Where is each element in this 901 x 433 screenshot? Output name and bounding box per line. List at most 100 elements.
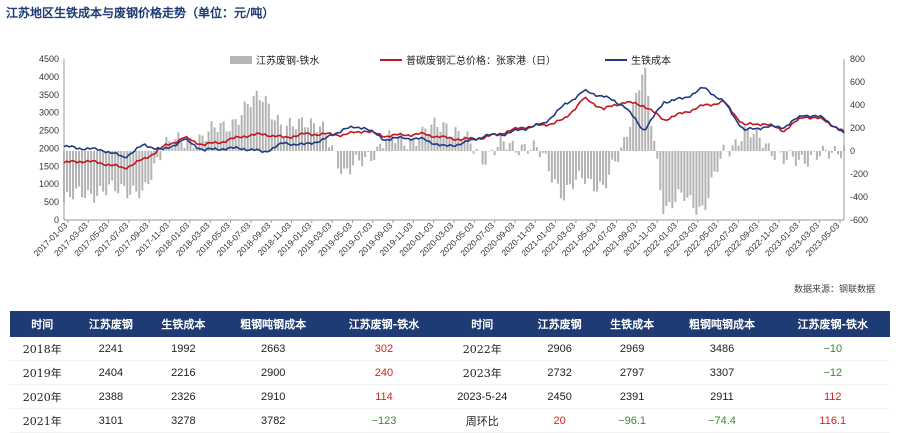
spread-bar — [813, 151, 815, 152]
cell: 1992 — [147, 337, 220, 361]
spread-bar — [355, 151, 357, 155]
spread-bar — [168, 141, 170, 151]
spread-bar — [780, 151, 782, 152]
spread-bar — [211, 121, 213, 151]
spread-bar — [373, 151, 375, 160]
spread-bar — [695, 151, 697, 215]
spread-bar — [340, 151, 342, 174]
spread-bar — [171, 148, 173, 151]
spread-bar — [608, 151, 610, 175]
spread-bar — [241, 115, 243, 151]
cell: −96.1 — [596, 409, 669, 433]
spread-bar — [268, 104, 270, 151]
spread-bar — [548, 151, 550, 171]
spread-bar — [533, 140, 535, 151]
spread-bar — [217, 132, 219, 151]
spread-bar — [370, 151, 372, 161]
spread-bar — [159, 151, 161, 160]
spread-bar — [605, 151, 607, 188]
spread-bar — [90, 151, 92, 194]
spread-bar — [102, 151, 104, 192]
spread-bar — [816, 151, 818, 160]
spread-bar — [822, 146, 824, 151]
spread-bar — [295, 129, 297, 151]
spread-bar — [494, 151, 496, 155]
spread-bar — [665, 151, 667, 206]
spread-bar — [789, 150, 791, 151]
spread-bar — [349, 151, 351, 174]
spread-bar — [256, 91, 258, 151]
spread-bar — [352, 151, 354, 165]
y-left-tick-label: 500 — [44, 197, 59, 207]
spread-bar — [343, 151, 345, 168]
spread-bar — [819, 151, 821, 156]
cell: 240 — [327, 361, 441, 385]
y-right-tick-label: -200 — [850, 169, 868, 179]
spread-bar — [843, 146, 845, 151]
cell: −123 — [327, 409, 441, 433]
spread-bar — [406, 149, 408, 151]
spread-bar — [614, 151, 616, 161]
spread-bar — [518, 151, 520, 155]
spread-bar — [180, 142, 182, 151]
spread-bar — [831, 151, 833, 153]
spread-bar — [250, 107, 252, 151]
cell: 2018年 — [10, 337, 75, 361]
spread-bar — [458, 131, 460, 151]
spread-bar — [599, 151, 601, 182]
spread-bar — [590, 151, 592, 179]
spread-bar — [629, 127, 631, 151]
spread-bar — [87, 151, 89, 190]
spread-bar — [644, 68, 646, 151]
cell: 2022年 — [441, 337, 523, 361]
spread-bar — [617, 151, 619, 162]
spread-bar — [581, 151, 583, 178]
cell: 3101 — [75, 409, 148, 433]
scrap-price-line — [64, 97, 844, 168]
spread-bar — [247, 104, 249, 151]
spread-bar — [698, 151, 700, 207]
cell: 2732 — [523, 361, 596, 385]
spread-bar — [427, 134, 429, 151]
spread-bar — [641, 75, 643, 151]
y-left-tick-label: 1000 — [39, 179, 59, 189]
spread-bar — [828, 151, 830, 159]
cell: 2911 — [668, 385, 775, 409]
cell: 2019年 — [10, 361, 75, 385]
summary-table: 时间 江苏废钢 生铁成本 粗钢吨钢成本 江苏废钢-铁水 时间 江苏废钢 生铁成本… — [10, 311, 890, 433]
spread-bar — [566, 151, 568, 185]
y-right-tick-label: 400 — [850, 100, 865, 110]
spread-bar — [569, 151, 571, 184]
spread-bar — [500, 136, 502, 151]
th-crude-1: 粗钢吨钢成本 — [220, 311, 327, 337]
spread-bar — [141, 151, 143, 190]
cell: 2216 — [147, 361, 220, 385]
cell: 20 — [523, 409, 596, 433]
cell: 2906 — [523, 337, 596, 361]
spread-bar — [626, 137, 628, 151]
spread-bar — [792, 151, 794, 157]
data-source: 数据来源：钢联数据 — [794, 282, 875, 295]
spread-bar — [717, 151, 719, 172]
spread-bar — [286, 126, 288, 151]
spread-bar — [72, 151, 74, 199]
spread-bar — [759, 138, 761, 151]
spread-bar — [476, 149, 478, 151]
cell: 2388 — [75, 385, 148, 409]
spread-bar — [674, 151, 676, 202]
spread-bar — [738, 146, 740, 151]
cell: 3278 — [147, 409, 220, 433]
spread-bar — [704, 151, 706, 210]
spread-bar — [497, 147, 499, 151]
spread-bar — [774, 151, 776, 160]
spread-bar — [723, 145, 725, 151]
spread-bar — [491, 150, 493, 151]
spread-bar — [361, 151, 363, 166]
y-left-tick-label: 2000 — [39, 143, 59, 153]
spread-bar — [482, 151, 484, 164]
y-right-tick-label: 200 — [850, 123, 865, 133]
spread-bar — [75, 151, 77, 188]
spread-bar — [99, 151, 101, 186]
spread-bar — [707, 151, 709, 198]
